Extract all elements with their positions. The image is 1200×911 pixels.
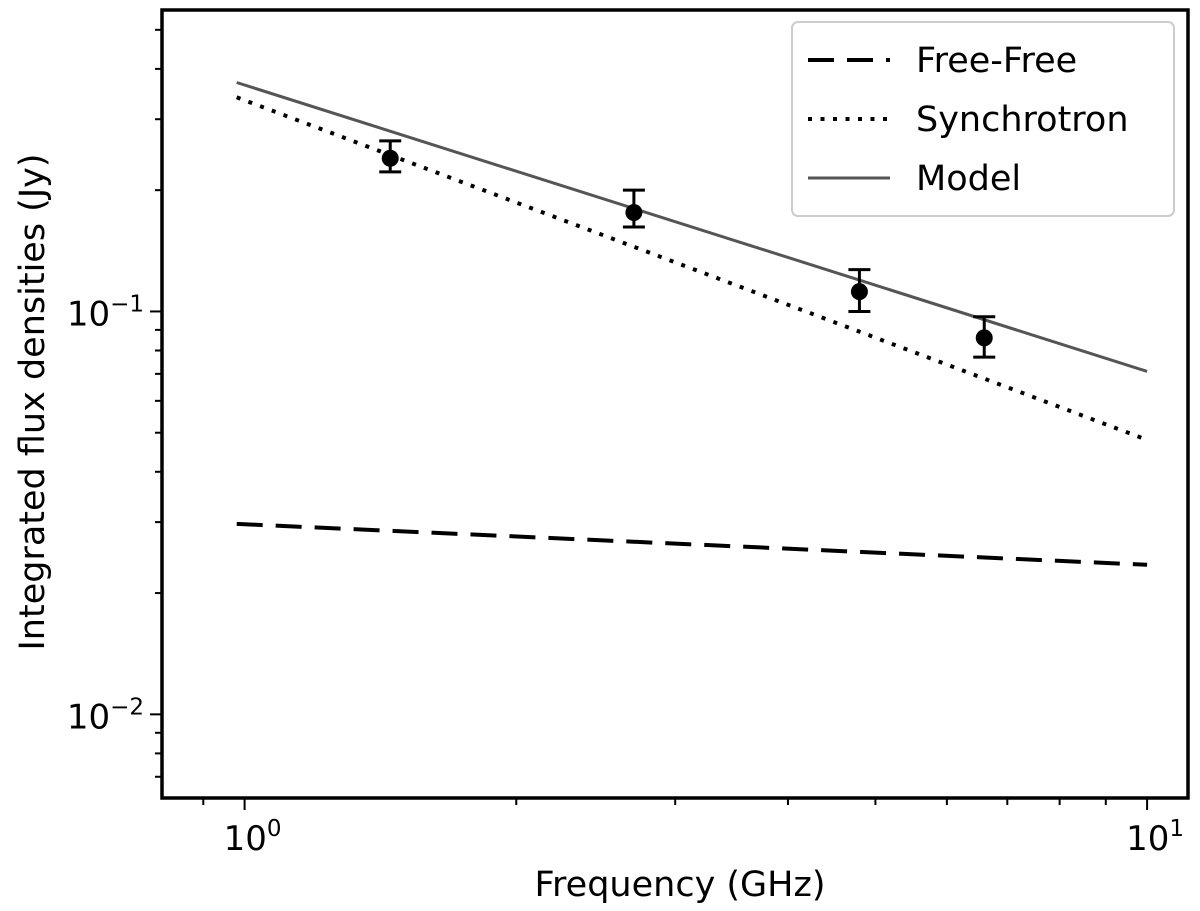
x-axis-label: Frequency (GHz) bbox=[534, 865, 825, 905]
tick-layer: 100 101 10−1 10−2 bbox=[67, 28, 1184, 859]
data-point bbox=[850, 283, 868, 301]
legend-label: Free-Free bbox=[916, 41, 1077, 81]
series-line-free-free bbox=[236, 521, 1148, 567]
legend-box bbox=[791, 21, 1175, 217]
y-tick-label: 10−1 bbox=[67, 291, 144, 334]
series-line-model bbox=[236, 81, 1148, 373]
data-point bbox=[381, 149, 399, 167]
legend: Free-Free Synchrotron Model bbox=[791, 21, 1175, 217]
x-tick-label: 100 bbox=[224, 816, 282, 859]
x-tick-label: 101 bbox=[1126, 816, 1184, 859]
data-point bbox=[975, 329, 993, 347]
legend-label: Synchrotron bbox=[916, 100, 1129, 140]
y-tick-label: 10−2 bbox=[67, 694, 144, 737]
legend-label: Model bbox=[916, 159, 1021, 199]
data-point bbox=[625, 204, 643, 222]
y-axis-label: Integrated flux densities (Jy) bbox=[13, 153, 53, 650]
